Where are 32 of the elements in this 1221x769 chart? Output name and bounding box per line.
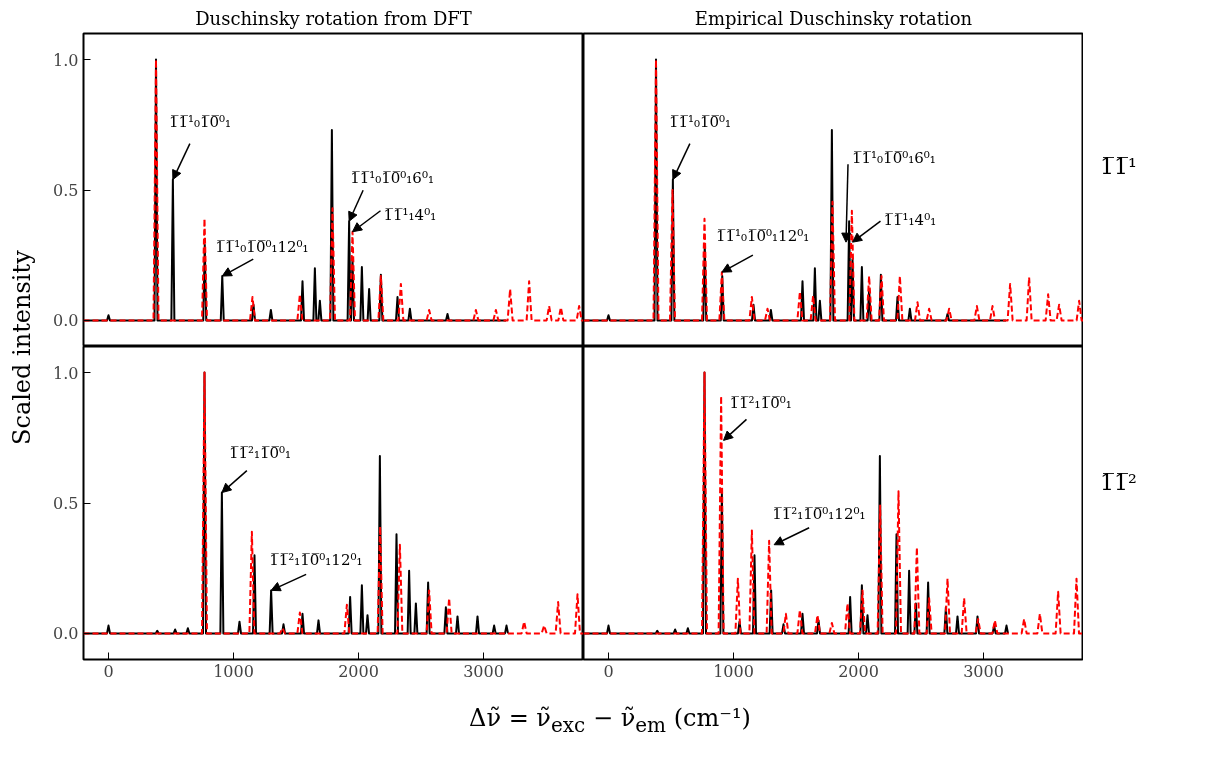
annotation: 1̅1̅²₁1̅0̅⁰₁12⁰₁ (269, 551, 363, 570)
x-tick-label: 2000 (338, 661, 379, 681)
chart-title: Empirical Duschinsky rotation (694, 7, 973, 29)
y-axis-title: Scaled intensity (7, 250, 37, 446)
annotation: 1̅1̅²₁1̅0̅⁰₁ (729, 394, 792, 413)
x-axis-title: Δν̃ = ν̃$_{exc}$ − ν̃$_{em}$ (cm⁻¹) (469, 703, 751, 739)
annotation: 1̅1̅¹₀1̅0̅⁰₁6⁰₁ (852, 149, 936, 168)
text: 1̅1̅¹ (1100, 153, 1137, 181)
y-tick-label: 0.5 (53, 181, 79, 200)
x-tick-label: 0 (603, 661, 614, 681)
x-tick-label: 2000 (838, 661, 879, 681)
annotation: 1̅1̅¹₀1̅0̅⁰₁12⁰₁ (715, 227, 810, 246)
annotation: 1̅1̅¹₀1̅0̅⁰₁ (168, 112, 232, 131)
y-tick-label: 1.0 (53, 50, 79, 70)
annotation: 1̅1̅²₁1̅0̅⁰₁ (228, 443, 292, 462)
x-tick-label: 3000 (963, 661, 1004, 681)
annotation: 1̅1̅¹₁4⁰₁ (383, 205, 437, 224)
text: 1̅1̅² (1100, 469, 1137, 497)
annotation: 1̅1̅¹₀1̅0̅⁰₁ (668, 112, 732, 131)
y-tick-label: 1.0 (53, 363, 79, 383)
x-tick-label: 0 (103, 661, 114, 681)
y-tick-label: 0.0 (53, 311, 79, 331)
y-tick-label: 0.5 (53, 494, 79, 513)
y-tick-label: 0.0 (53, 624, 79, 644)
x-tick-label: 1000 (713, 661, 754, 681)
x-tick-label: 3000 (463, 661, 504, 681)
annotation: 1̅1̅¹₁4⁰₁ (883, 211, 937, 230)
annotation: 1̅1̅¹₀1̅0̅⁰₁6⁰₁ (350, 169, 434, 188)
annotation: 1̅1̅²₁1̅0̅⁰₁12⁰₁ (772, 504, 866, 523)
x-tick-label: 1000 (213, 661, 254, 681)
annotation: 1̅1̅¹₀1̅0̅⁰₁12⁰₁ (215, 238, 309, 257)
chart-title: Duschinsky rotation from DFT (195, 7, 472, 29)
